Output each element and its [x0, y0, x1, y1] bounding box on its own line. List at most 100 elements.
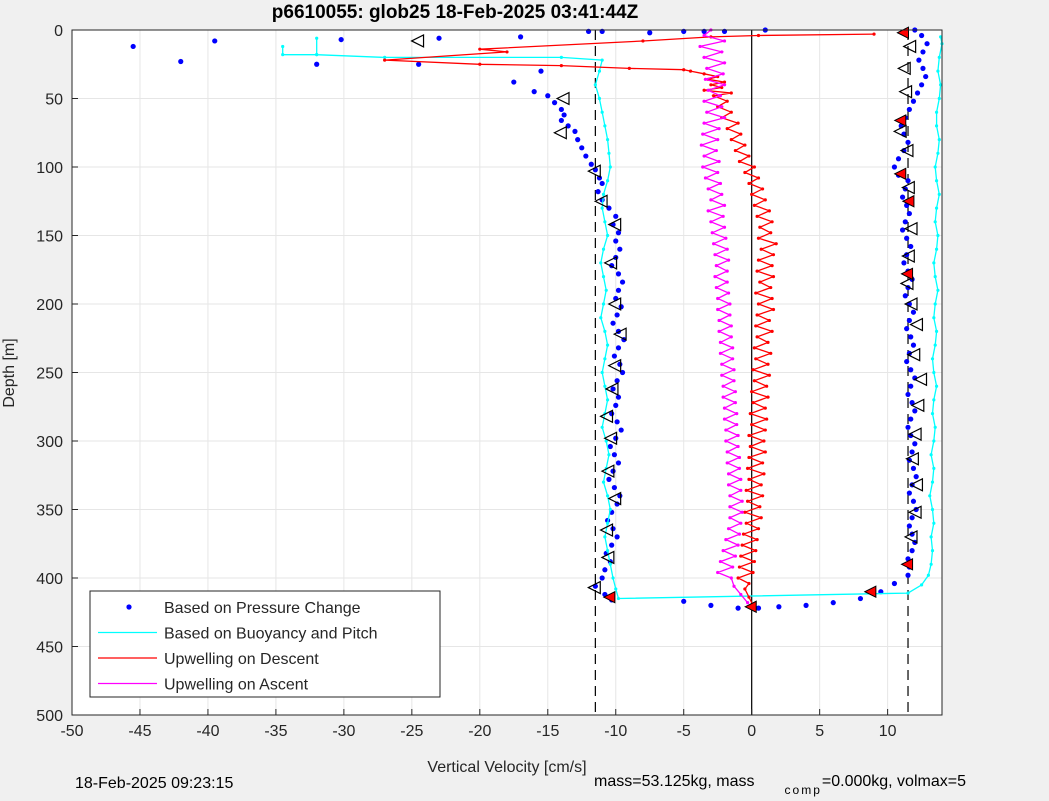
series-upwelling-on-ascent-point [702, 33, 706, 38]
series-based-on-pressure-change-point [905, 572, 911, 578]
legend-label: Based on Pressure Change [164, 600, 361, 617]
series-based-on-buoyancy-and-pitch-point [315, 53, 319, 57]
series-based-on-buoyancy-and-pitch-point [605, 398, 610, 402]
series-upwelling-on-descent-point [478, 47, 482, 51]
series-based-on-pressure-change-point [558, 117, 564, 124]
series-based-on-pressure-change-point [895, 156, 902, 162]
triangle-outline-marker [896, 61, 911, 76]
series-upwelling-on-descent-point [478, 62, 482, 66]
series-upwelling-on-ascent-point [740, 499, 744, 503]
series-based-on-pressure-change-point [905, 424, 911, 430]
series-upwelling-on-descent-point [747, 154, 751, 158]
series-based-on-buoyancy-and-pitch-point [932, 521, 936, 525]
series-upwelling-on-ascent-point [726, 472, 731, 476]
series-upwelling-on-descent-point [770, 329, 774, 333]
series-upwelling-on-descent-point [771, 275, 776, 279]
series-based-on-pressure-change-point [913, 474, 919, 480]
series-upwelling-on-ascent-point [722, 406, 727, 410]
series-based-on-pressure-change-point [899, 227, 906, 233]
series-based-on-pressure-change-point [613, 402, 619, 408]
triangle-outline-marker [907, 505, 922, 520]
series-upwelling-on-descent-point [722, 80, 727, 84]
triangle-outline-marker [906, 347, 921, 362]
series-upwelling-on-ascent-point [731, 565, 735, 569]
series-based-on-pressure-change-point [776, 604, 782, 610]
series-upwelling-on-ascent-point [722, 83, 727, 87]
series-based-on-pressure-change-point [920, 65, 926, 71]
series-based-on-buoyancy-and-pitch-point [603, 329, 607, 333]
series-upwelling-on-ascent-point [733, 390, 737, 394]
series-upwelling-on-ascent-point [731, 346, 735, 350]
triangle-outline-marker [555, 91, 570, 106]
series-upwelling-on-descent-point [747, 477, 751, 481]
series-based-on-buoyancy-and-pitch-point [926, 573, 931, 577]
series-based-on-pressure-change-point [910, 465, 917, 471]
series-upwelling-on-ascent-point [735, 422, 739, 427]
x-tick-label: -35 [264, 723, 287, 740]
series-upwelling-on-ascent-point [702, 55, 706, 60]
series-upwelling-on-ascent-point [737, 532, 742, 536]
series-upwelling-on-descent-point [770, 220, 774, 224]
series-upwelling-on-ascent-point [714, 148, 718, 153]
series-upwelling-on-ascent-point [713, 275, 717, 279]
series-based-on-buoyancy-and-pitch-point [930, 357, 935, 361]
series-upwelling-on-descent-point [746, 466, 750, 470]
series-upwelling-on-descent-point [765, 384, 769, 388]
series-upwelling-on-ascent-point [722, 116, 727, 120]
series-upwelling-on-ascent-point [702, 154, 706, 158]
series-upwelling-on-ascent-point [746, 601, 750, 605]
series-based-on-buoyancy-and-pitch-point [605, 549, 610, 553]
series-based-on-buoyancy-and-pitch-point [607, 453, 611, 457]
series-upwelling-on-ascent-point [721, 72, 725, 76]
series-upwelling-on-descent-point [752, 346, 757, 350]
x-tick-label: -45 [128, 723, 151, 740]
series-upwelling-on-ascent-point [721, 384, 725, 388]
series-upwelling-on-ascent-point [721, 214, 725, 218]
series-based-on-pressure-change-point [615, 394, 622, 400]
series-upwelling-on-descent-point [766, 340, 770, 344]
series-upwelling-on-ascent-point [725, 450, 729, 454]
series-based-on-pressure-change-point [906, 523, 912, 529]
series-based-on-pressure-change-point [615, 271, 622, 277]
series-upwelling-on-ascent-point [714, 285, 718, 290]
series-based-on-pressure-change-point [906, 490, 912, 496]
series-based-on-pressure-change-point [830, 600, 836, 606]
series-based-on-pressure-change-point [920, 49, 926, 55]
series-upwelling-on-ascent-point [718, 351, 723, 355]
series-upwelling-on-descent-point [751, 368, 755, 372]
series-upwelling-on-descent-point [754, 324, 758, 328]
series-upwelling-on-descent-point [739, 132, 743, 136]
series-based-on-buoyancy-and-pitch-point [601, 247, 606, 251]
x-tick-label: -50 [60, 723, 83, 740]
series-based-on-pressure-change-point [919, 32, 925, 39]
series-upwelling-on-descent-point [765, 417, 769, 421]
legend-box [89, 590, 441, 698]
series-upwelling-on-ascent-point [728, 302, 732, 306]
x-tick-label: 0 [747, 723, 756, 740]
series-upwelling-on-descent-point [702, 72, 706, 76]
triangle-outline-marker [607, 358, 622, 373]
series-upwelling-on-ascent-point [712, 242, 716, 246]
series-based-on-pressure-change-point [891, 580, 898, 587]
series-upwelling-on-descent-point [748, 444, 752, 449]
series-based-on-buoyancy-and-pitch-point [937, 96, 941, 101]
series-based-on-buoyancy-and-pitch-point [281, 44, 285, 49]
footer-comp-text: =0.000kg, volmax=5 [821, 773, 966, 790]
series-upwelling-on-ascent-point [724, 439, 728, 443]
series-upwelling-on-ascent-point [739, 477, 743, 481]
series-upwelling-on-descent-point [774, 242, 778, 246]
series-based-on-buoyancy-and-pitch-point [614, 587, 618, 591]
series-based-on-pressure-change-point [130, 43, 136, 50]
series-based-on-pressure-change-point [909, 515, 915, 521]
triangle-outline-marker [607, 297, 622, 311]
series-upwelling-on-descent-point [743, 510, 747, 514]
series-upwelling-on-ascent-point [720, 105, 724, 109]
series-based-on-buoyancy-and-pitch-point [601, 302, 606, 306]
series-based-on-pressure-change-point [755, 605, 762, 611]
series-upwelling-on-descent-point [627, 66, 631, 70]
series-based-on-pressure-change-point [588, 161, 594, 167]
series-based-on-buoyancy-and-pitch-point [383, 55, 387, 60]
series-upwelling-on-descent-point [763, 406, 767, 410]
triangle-filled-marker [863, 585, 877, 599]
footer-comp-subscript: comp [784, 783, 822, 797]
